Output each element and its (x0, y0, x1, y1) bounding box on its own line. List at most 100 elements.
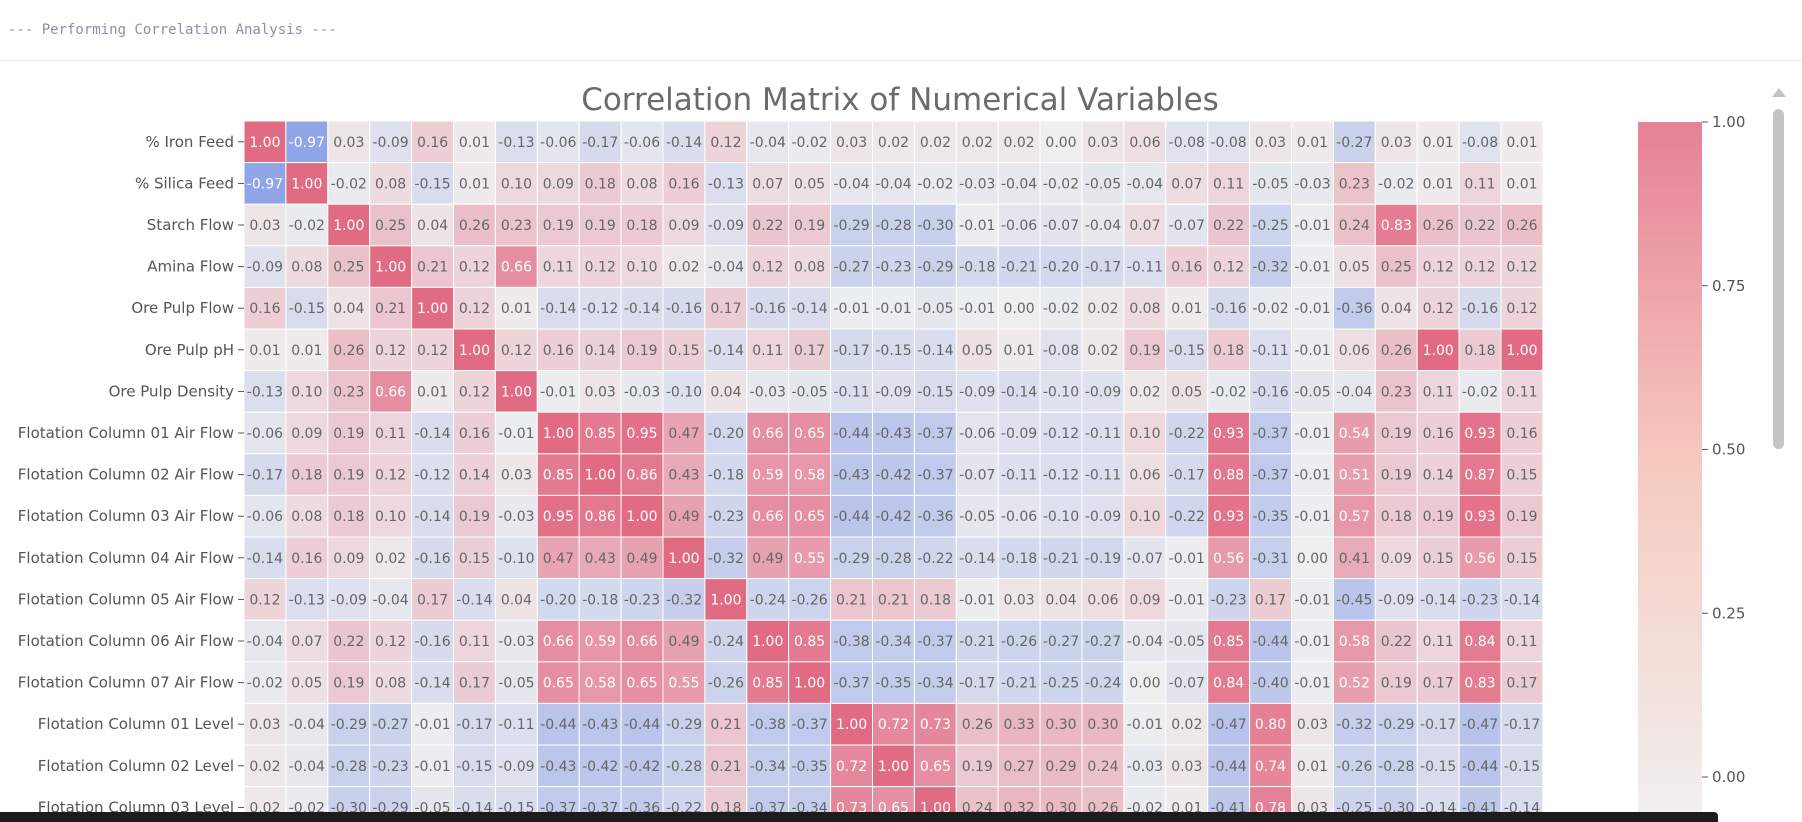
heatmap-cell (1039, 744, 1083, 788)
cell-value-label: -0.23 (875, 260, 911, 276)
cell-value-label: 0.19 (1129, 343, 1160, 359)
heatmap-cell (872, 245, 915, 288)
heatmap-cell (1207, 536, 1251, 580)
cell-value-label: -0.14 (959, 551, 995, 567)
cell-value-label: 0.03 (501, 468, 532, 484)
row-label: Flotation Column 04 Air Flow (18, 549, 234, 567)
heatmap-cell (369, 702, 413, 746)
cell-value-label: -0.34 (875, 634, 911, 650)
cell-value-label: 0.21 (710, 717, 741, 733)
cell-value-label: 1.00 (543, 426, 574, 442)
heatmap-cell (1039, 411, 1083, 455)
heatmap-cell (1500, 245, 1544, 288)
heatmap-cell (285, 744, 329, 788)
cell-value-label: 0.09 (1381, 551, 1412, 567)
heatmap-cell (1374, 411, 1418, 455)
heatmap-cell (1165, 286, 1209, 330)
cell-value-label: 0.00 (1129, 676, 1160, 692)
cell-value-label: 0.85 (1213, 634, 1244, 650)
cell-value-label: 0.17 (794, 343, 825, 359)
heatmap-cell (1332, 536, 1376, 580)
cell-value-label: -0.07 (1169, 218, 1205, 234)
cell-value-label: -0.13 (498, 135, 534, 151)
heatmap-cell (1291, 245, 1334, 288)
row-label: Flotation Column 01 Level (38, 715, 234, 733)
heatmap-cell (620, 619, 664, 663)
heatmap-cell (704, 578, 748, 621)
heatmap-cell (536, 661, 580, 704)
cell-value-label: -0.03 (498, 509, 534, 525)
heatmap-cell (578, 536, 622, 580)
heatmap-cell (746, 162, 790, 205)
cell-value-label: -0.14 (540, 301, 576, 317)
heatmap-cell (327, 411, 371, 455)
heatmap-cell (997, 578, 1041, 621)
cell-value-label: -0.14 (1420, 592, 1456, 608)
heatmap-cell (1081, 411, 1125, 455)
output-separator (0, 60, 1802, 61)
cell-value-label: -0.35 (1252, 509, 1288, 525)
heatmap-cell (1081, 162, 1125, 205)
heatmap-cell (662, 536, 706, 580)
cell-value-label: -0.25 (1252, 218, 1288, 234)
scrollbar-thumb[interactable] (1773, 109, 1784, 449)
cell-value-label: -0.03 (959, 176, 995, 192)
heatmap-cell (285, 328, 329, 372)
heatmap-cell (453, 245, 496, 288)
cell-value-label: 0.01 (501, 301, 532, 317)
cell-value-label: -0.26 (708, 676, 744, 692)
heatmap-cell (620, 328, 664, 372)
heatmap-cell (997, 328, 1041, 372)
cell-value-label: 0.10 (375, 509, 406, 525)
heatmap-cell (536, 578, 580, 621)
cell-value-label: 0.18 (626, 218, 657, 234)
cell-value-label: -0.22 (917, 551, 953, 567)
cell-value-label: 0.21 (710, 759, 741, 775)
heatmap-cell (830, 203, 873, 247)
cell-value-label: 0.19 (333, 426, 364, 442)
heatmap-cell (453, 578, 496, 621)
cell-value-label: -0.04 (875, 176, 911, 192)
heatmap-cell (997, 245, 1041, 288)
cell-value-label: 0.16 (1171, 260, 1202, 276)
cell-value-label: -0.06 (1001, 509, 1037, 525)
cell-value-label: -0.37 (917, 634, 953, 650)
heatmap-cell (285, 619, 329, 663)
heatmap-cell (536, 162, 580, 205)
heatmap-cell (704, 162, 748, 205)
heatmap-cell (662, 702, 706, 746)
cell-value-label: -0.01 (1294, 676, 1330, 692)
cell-value-label: -0.17 (959, 676, 995, 692)
cell-value-label: -0.21 (959, 634, 995, 650)
scroll-up-arrow-icon[interactable] (1772, 88, 1786, 97)
heatmap-cell (285, 370, 329, 413)
heatmap-cell (1249, 203, 1292, 247)
cell-value-label: -0.14 (456, 592, 492, 608)
heatmap-cell (1500, 203, 1544, 247)
cell-value-label: 0.02 (1087, 301, 1118, 317)
cell-value-label: 0.09 (291, 426, 322, 442)
heatmap-cell (830, 162, 873, 205)
heatmap-cell (285, 453, 329, 496)
cell-value-label: -0.26 (1336, 759, 1372, 775)
cell-value-label: -0.05 (791, 384, 827, 400)
heatmap-cell (1291, 536, 1334, 580)
heatmap-cell (913, 203, 957, 247)
cell-value-label: -0.06 (1001, 218, 1037, 234)
cell-value-label: -0.11 (833, 384, 869, 400)
colorbar-tick-label: 0.75 (1712, 277, 1745, 295)
cell-value-label: 0.02 (1087, 343, 1118, 359)
row-label: % Silica Feed (135, 174, 234, 192)
cell-value-label: 0.08 (375, 676, 406, 692)
cell-value-label: -0.13 (708, 176, 744, 192)
cell-value-label: 0.12 (459, 260, 490, 276)
heatmap-cell (1458, 453, 1502, 496)
cell-value-label: 0.06 (1129, 135, 1160, 151)
cell-value-label: -0.09 (959, 384, 995, 400)
cell-value-label: 0.93 (1464, 426, 1495, 442)
colorbar-tick-label: 0.25 (1712, 604, 1745, 622)
heatmap-cell (1374, 661, 1418, 704)
heatmap-cell (872, 203, 915, 247)
heatmap-cell (1207, 411, 1251, 455)
cell-value-label: -0.44 (1252, 634, 1288, 650)
